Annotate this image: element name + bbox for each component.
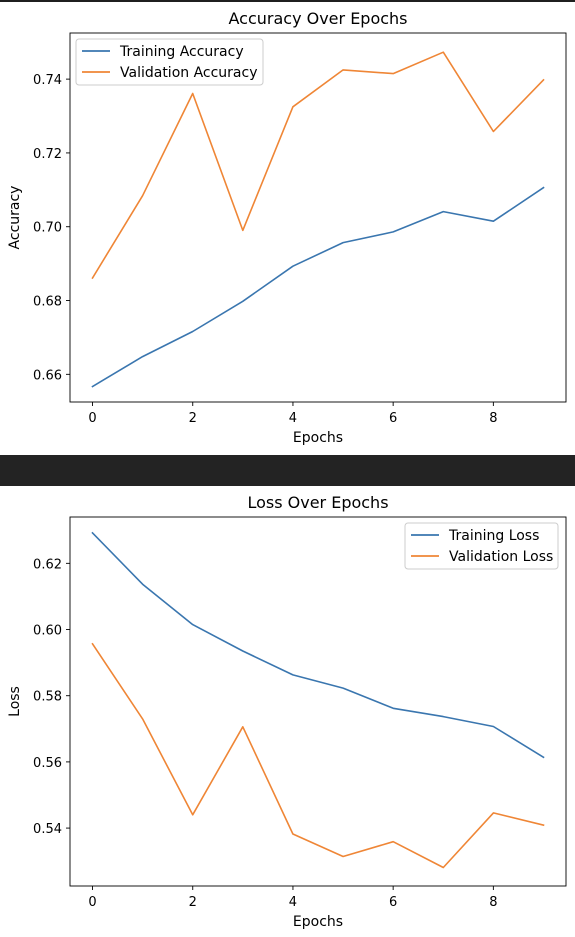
y-tick-label: 0.58 <box>33 690 62 705</box>
series-line-validation-loss <box>91 642 545 869</box>
plot-frame <box>69 32 567 403</box>
y-tick-label: 0.60 <box>33 624 62 639</box>
x-tick-label: 6 <box>389 895 397 910</box>
chart-title: Loss Over Epochs <box>247 493 388 512</box>
x-tick-label: 0 <box>88 895 96 910</box>
y-axis-label: Accuracy <box>7 186 23 250</box>
chart-title: Accuracy Over Epochs <box>228 9 407 28</box>
legend-label: Training Accuracy <box>119 44 244 60</box>
chart-divider <box>0 455 575 486</box>
x-tick-label: 8 <box>489 895 497 910</box>
y-tick-label: 0.56 <box>33 756 62 771</box>
legend-box <box>75 38 264 86</box>
legend-box <box>404 522 559 570</box>
x-tick-label: 4 <box>289 411 297 426</box>
y-tick-label: 0.72 <box>33 147 62 162</box>
loss-chart: Loss Over Epochs 0 2 4 6 8 0.54 0.56 0.58 0.60 0.6… <box>7 493 567 930</box>
top-border <box>0 0 575 2</box>
x-tick-label: 8 <box>489 411 497 426</box>
series-line-validation-accuracy <box>91 51 545 280</box>
x-tick-label: 4 <box>289 895 297 910</box>
y-tick-label: 0.70 <box>33 221 62 236</box>
y-tick-label: 0.54 <box>33 822 62 837</box>
x-axis-label: Epochs <box>293 914 343 930</box>
y-tick-label: 0.74 <box>33 73 62 88</box>
y-axis-label: Loss <box>7 686 23 717</box>
x-tick-label: 0 <box>88 411 96 426</box>
plot-frame <box>69 516 567 887</box>
y-tick-label: 0.66 <box>33 368 62 383</box>
x-tick-label: 2 <box>189 411 197 426</box>
x-axis-label: Epochs <box>293 430 343 446</box>
x-tick-label: 2 <box>189 895 197 910</box>
legend-label: Training Loss <box>448 528 539 544</box>
series-line-training-accuracy <box>91 186 545 388</box>
legend-label: Validation Loss <box>449 549 553 565</box>
y-tick-label: 0.62 <box>33 557 62 572</box>
accuracy-chart: Accuracy Over Epochs 0 2 4 6 8 0.66 0.68 0.70 0.7… <box>7 9 567 446</box>
legend-label: Validation Accuracy <box>120 65 258 81</box>
series-line-training-loss <box>91 531 545 759</box>
y-tick-label: 0.68 <box>33 295 62 310</box>
x-tick-label: 6 <box>389 411 397 426</box>
